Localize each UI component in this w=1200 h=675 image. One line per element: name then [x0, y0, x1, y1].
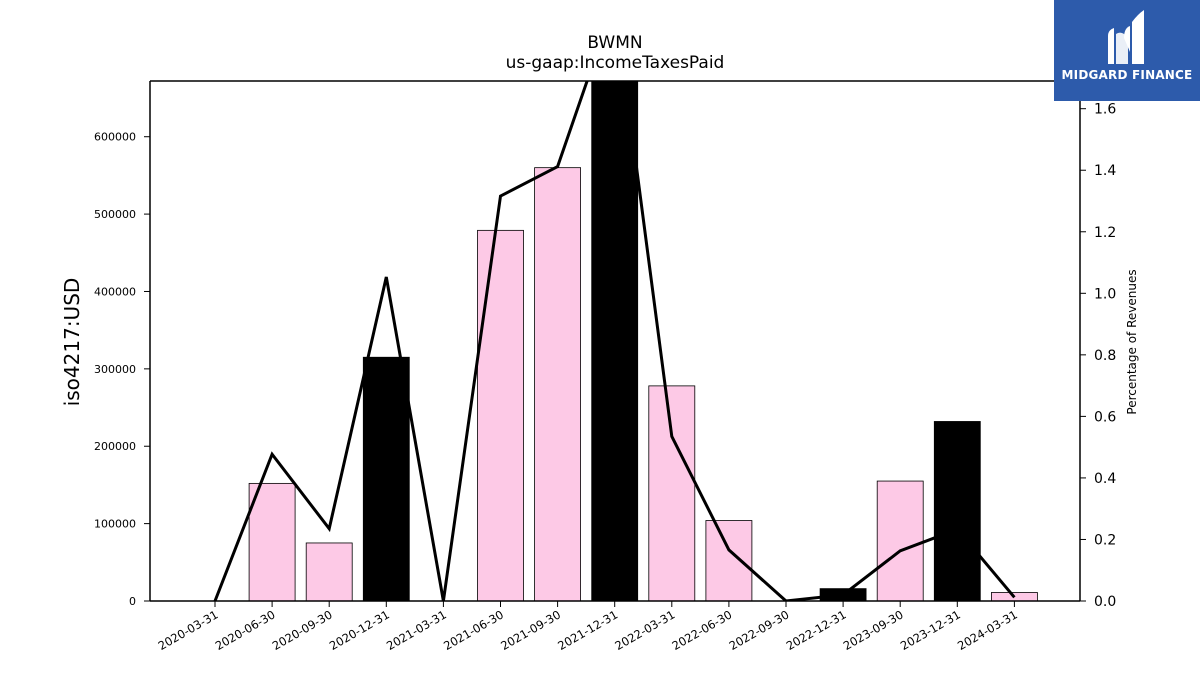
y-tick-label: 200000	[94, 440, 136, 453]
y2-tick-label: 1.0	[1094, 286, 1116, 302]
x-tick-label: 2020-12-31	[327, 607, 392, 653]
x-tick-label: 2024-03-31	[955, 607, 1020, 653]
bar	[477, 229, 524, 601]
x-tick-label: 2020-06-30	[213, 607, 278, 653]
y-tick-label: 0	[129, 595, 136, 608]
y-tick-label: 400000	[94, 285, 136, 298]
bar	[305, 542, 353, 601]
bar	[248, 482, 296, 601]
y2-tick-label: 0.8	[1094, 348, 1116, 364]
chart-subtitle: us-gaap:IncomeTaxesPaid	[506, 53, 725, 73]
y-tick-label: 100000	[94, 518, 136, 531]
x-tick-label: 2021-12-31	[555, 607, 620, 653]
bar	[591, 81, 639, 601]
plot-area: 0 100000 200000 300000 400000 500000 600000 0.0…	[94, 80, 1116, 653]
x-tick-label: 2021-03-31	[384, 607, 449, 653]
x-tick-label: 2020-03-31	[156, 607, 221, 653]
bar	[534, 167, 581, 601]
y2-tick-label: 1.4	[1094, 163, 1116, 179]
bar	[876, 480, 924, 601]
y2-axis-label: Percentage of Revenues	[1125, 269, 1139, 414]
chart-title: BWMN	[587, 33, 642, 53]
y-tick-label: 300000	[94, 363, 136, 376]
y-axis-label: iso4217:USD	[60, 278, 84, 407]
x-tick-label: 2020-09-30	[270, 607, 335, 653]
x-tick-label: 2023-09-30	[841, 607, 906, 653]
y-tick-label: 600000	[94, 131, 136, 144]
bar	[362, 356, 410, 601]
x-tick-label: 2023-12-31	[898, 607, 963, 653]
y2-tick-label: 0.2	[1094, 532, 1116, 548]
y2-tick-label: 1.6	[1094, 102, 1116, 118]
x-tick-label: 2022-06-30	[670, 607, 735, 653]
line-series	[213, 81, 1016, 601]
midgard-logo-text: MIDGARD FINANCE	[1061, 68, 1193, 82]
y-tick-label: 500000	[94, 208, 136, 221]
bar	[705, 520, 753, 601]
bar	[933, 421, 981, 601]
y2-tick-label: 0.4	[1094, 471, 1116, 487]
x-tick-label: 2021-09-30	[498, 607, 563, 653]
midgard-logo: MIDGARD FINANCE	[1054, 0, 1200, 101]
x-tick-label: 2022-12-31	[784, 607, 849, 653]
bar	[648, 385, 696, 601]
y2-tick-label: 0.0	[1094, 594, 1116, 610]
y2-tick-label: 0.6	[1094, 409, 1116, 425]
x-tick-label: 2022-03-31	[612, 607, 677, 653]
x-tick-label: 2021-06-30	[441, 607, 506, 653]
y2-tick-label: 1.2	[1094, 225, 1116, 241]
midgard-logo-icon	[1108, 10, 1144, 64]
x-tick-label: 2022-09-30	[727, 607, 792, 653]
